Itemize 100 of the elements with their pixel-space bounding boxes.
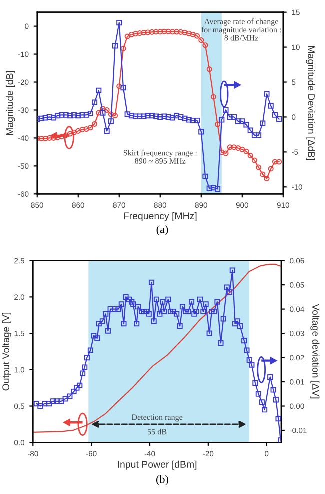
point	[231, 144, 237, 150]
point	[158, 29, 164, 35]
point	[80, 112, 86, 118]
text: (a)	[156, 225, 168, 236]
point	[170, 115, 176, 121]
point	[108, 112, 114, 118]
point	[88, 110, 94, 117]
x-axis-title: Frequency [MHz]	[124, 212, 197, 222]
point	[120, 85, 126, 91]
point	[252, 132, 258, 138]
point	[84, 126, 90, 132]
point	[84, 112, 90, 118]
point	[182, 30, 188, 36]
point	[166, 28, 172, 34]
point	[186, 117, 192, 123]
point	[272, 112, 278, 118]
point	[240, 118, 246, 124]
point	[128, 32, 134, 38]
point	[96, 88, 102, 94]
point	[170, 29, 176, 35]
point	[76, 113, 82, 119]
point	[141, 30, 147, 36]
point	[248, 153, 254, 159]
point	[80, 127, 86, 133]
point	[162, 28, 168, 34]
point	[67, 131, 73, 137]
point	[174, 113, 180, 119]
annotation: 55 dB	[148, 428, 167, 435]
annotation: Average rate of change for magnitude variation : 8 dB/MHz	[202, 18, 282, 41]
point	[92, 100, 98, 106]
x-axis-title: Input Power [dBm]	[118, 460, 197, 470]
point	[178, 29, 184, 35]
point	[145, 30, 151, 36]
point	[154, 114, 160, 120]
point	[124, 112, 130, 118]
point	[120, 46, 126, 52]
point	[186, 30, 192, 36]
point	[276, 116, 282, 122]
point	[76, 128, 82, 134]
point	[210, 94, 216, 100]
point	[194, 118, 200, 124]
point	[182, 116, 188, 122]
point	[158, 114, 164, 120]
point	[38, 116, 44, 122]
point	[240, 146, 246, 152]
point	[276, 159, 282, 165]
point	[236, 146, 242, 152]
point	[260, 120, 266, 126]
point	[198, 129, 204, 135]
point	[272, 159, 278, 165]
point	[46, 114, 52, 120]
point	[112, 43, 118, 49]
point	[174, 29, 180, 35]
point	[108, 118, 114, 124]
point	[133, 114, 139, 120]
point	[104, 128, 110, 134]
point	[236, 118, 242, 124]
point	[133, 31, 139, 37]
point	[59, 112, 65, 118]
point	[145, 113, 151, 119]
point	[116, 20, 122, 26]
point	[124, 34, 130, 40]
y-axis-title: Output Voltage [V]	[2, 312, 12, 391]
point	[149, 113, 155, 119]
point	[100, 110, 106, 116]
point	[256, 132, 262, 138]
point	[215, 186, 221, 192]
point	[198, 38, 204, 44]
point	[194, 33, 200, 39]
point	[223, 107, 229, 114]
point	[248, 128, 254, 134]
point	[219, 117, 225, 123]
annotation: Skirt frequency range : 890 ~ 895 MHz	[124, 150, 197, 164]
point	[206, 186, 212, 192]
point	[51, 115, 57, 121]
point	[268, 103, 274, 109]
point	[190, 32, 196, 38]
point	[42, 115, 48, 121]
y2-axis-title: Magnitude Deviation [ΔdB]	[306, 46, 316, 160]
point	[154, 29, 160, 35]
point	[260, 172, 266, 178]
point	[178, 114, 184, 120]
point	[67, 113, 73, 119]
point	[219, 150, 225, 156]
y-axis-title: Magnitude [dB]	[6, 71, 16, 136]
annotation: Detection range	[132, 414, 183, 422]
point	[244, 148, 250, 154]
point	[55, 113, 61, 119]
point	[210, 185, 216, 191]
point	[100, 106, 106, 112]
point	[137, 30, 143, 36]
point	[141, 114, 147, 120]
point	[96, 110, 102, 116]
point	[88, 125, 94, 131]
point	[202, 174, 208, 180]
point	[252, 158, 258, 164]
point	[268, 166, 274, 172]
point	[149, 29, 155, 35]
point	[206, 66, 212, 72]
point	[104, 107, 110, 114]
